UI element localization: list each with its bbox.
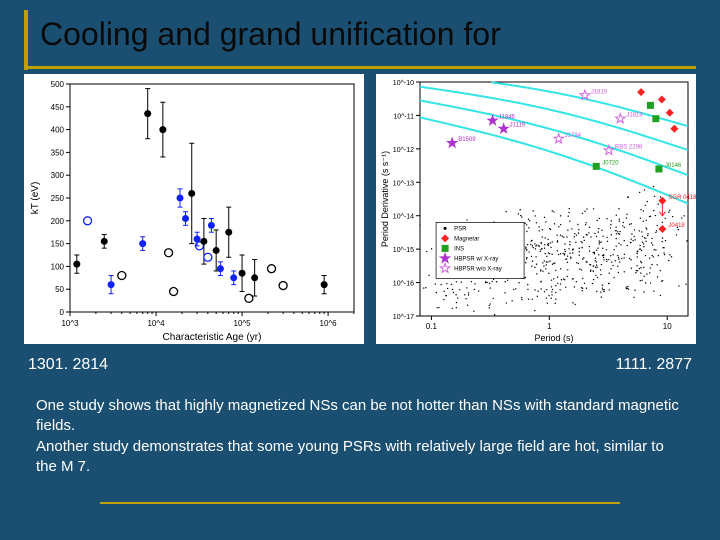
svg-text:Period Derivative (s s⁻¹): Period Derivative (s s⁻¹) [380,151,390,247]
svg-text:J1846: J1846 [499,115,516,121]
svg-text:10^-17: 10^-17 [393,314,414,321]
svg-text:10^-16: 10^-16 [393,281,414,288]
svg-text:Characteristic Age (yr): Characteristic Age (yr) [163,332,262,343]
svg-text:10^3: 10^3 [61,319,79,328]
svg-text:0.1: 0.1 [426,322,438,331]
svg-text:10^-13: 10^-13 [393,180,414,187]
svg-text:500: 500 [51,80,65,89]
svg-text:10^-11: 10^-11 [393,113,414,120]
caption-right: 1111. 2877 [615,356,692,374]
chart-left: 0 50 100 150 200 250 300 350 400 450 500 10^3 10^4 10… [24,74,364,344]
svg-text:SGR 0418: SGR 0418 [668,195,696,201]
svg-text:RBS 2298: RBS 2298 [615,144,643,150]
svg-text:HBPSR w/o X-ray: HBPSR w/o X-ray [454,266,502,272]
chart-right: 10^-17 10^-16 10^-15 10^-14 10^-13 10^-12 10^-… [376,74,696,344]
svg-text:J0418: J0418 [668,223,685,229]
svg-text:150: 150 [51,240,65,249]
svg-text:J1119: J1119 [510,123,526,129]
svg-text:300: 300 [51,171,65,180]
svg-text:10^-10: 10^-10 [393,80,414,87]
svg-text:Period (s): Period (s) [534,333,573,343]
svg-text:200: 200 [51,217,65,226]
svg-text:INS: INS [454,246,464,252]
svg-text:J1734: J1734 [565,133,582,139]
body-text: One study shows that highly magnetized N… [36,396,684,477]
svg-text:1: 1 [547,322,552,331]
svg-text:10: 10 [663,322,672,331]
svg-text:10^-12: 10^-12 [393,147,414,154]
svg-text:400: 400 [51,126,65,135]
svg-text:10^-15: 10^-15 [393,247,414,254]
svg-text:J0146: J0146 [665,163,682,169]
svg-text:0: 0 [60,308,65,317]
title-underline [28,66,696,69]
svg-text:50: 50 [55,285,64,294]
svg-text:350: 350 [51,148,65,157]
svg-text:250: 250 [51,194,65,203]
svg-text:10^-14: 10^-14 [393,214,414,221]
svg-text:kT (eV): kT (eV) [30,182,41,215]
svg-text:100: 100 [51,262,65,271]
svg-text:PSR: PSR [454,226,467,232]
svg-text:10^6: 10^6 [320,319,338,328]
svg-text:10^5: 10^5 [234,319,252,328]
slide-title: Cooling and grand unification for [40,16,501,53]
caption-left: 1301. 2814 [28,356,108,374]
svg-text:J0720: J0720 [602,160,619,166]
svg-text:J1819: J1819 [591,89,608,95]
svg-text:HBPSR w/ X-ray: HBPSR w/ X-ray [454,256,498,262]
svg-text:Magnetar: Magnetar [454,236,479,242]
svg-text:450: 450 [51,103,65,112]
svg-text:B1509: B1509 [458,137,476,143]
footer-rule [100,502,620,504]
svg-text:10^4: 10^4 [147,319,165,328]
svg-text:J1814: J1814 [626,113,643,119]
